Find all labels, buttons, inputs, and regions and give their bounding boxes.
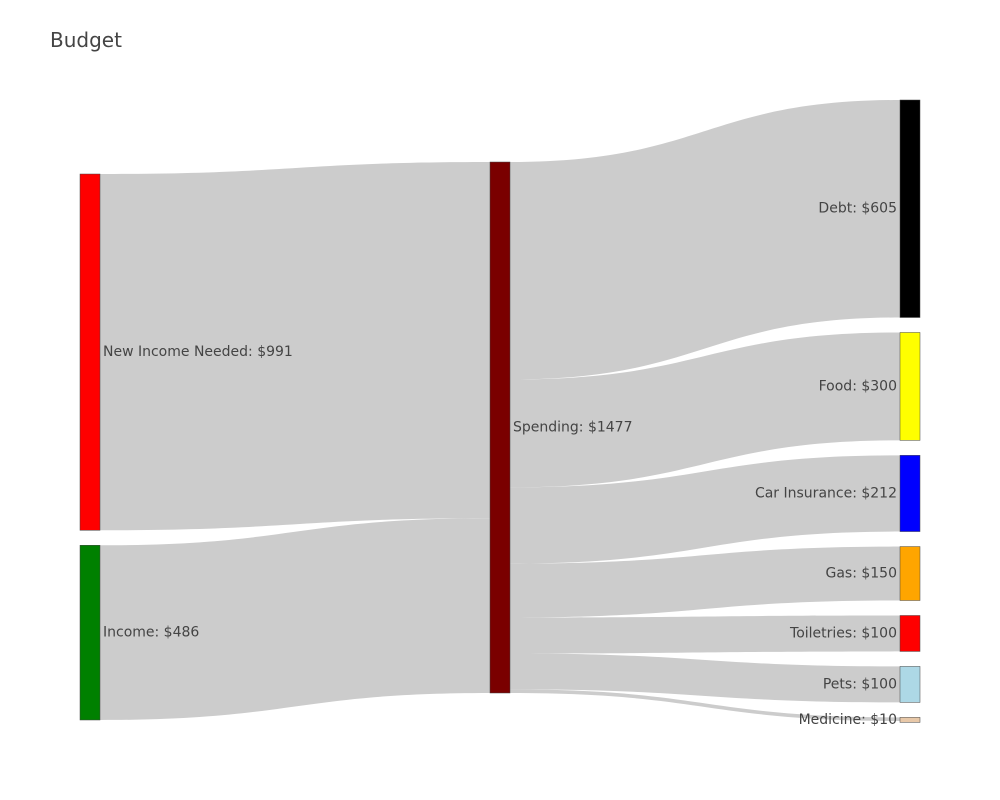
sankey-label-pets: Pets: $100 [823, 676, 897, 692]
sankey-link-spending-to-medicine[interactable] [510, 689, 900, 721]
sankey-label-food: Food: $300 [819, 378, 897, 394]
sankey-link-spending-to-pets[interactable] [510, 653, 900, 703]
sankey-node-income[interactable] [79, 545, 101, 721]
sankey-label-gas: Gas: $150 [825, 566, 897, 582]
sankey-label-car_insurance: Car Insurance: $212 [755, 485, 897, 501]
sankey-node-food[interactable] [899, 332, 921, 441]
sankey-link-spending-to-car_insurance[interactable] [510, 455, 900, 564]
sankey-link-new_income-to-spending[interactable] [100, 162, 490, 531]
sankey-node-new_income[interactable] [79, 173, 101, 531]
sankey-label-new_income: New Income Needed: $991 [103, 344, 293, 360]
sankey-label-toiletries: Toiletries: $100 [789, 625, 897, 641]
chart-title: Budget [50, 28, 122, 52]
sankey-link-spending-to-gas[interactable] [510, 546, 900, 618]
sankey-label-income: Income: $486 [103, 625, 199, 641]
sankey-link-spending-to-food[interactable] [510, 332, 900, 488]
sankey-link-income-to-spending[interactable] [100, 518, 490, 720]
sankey-node-gas[interactable] [899, 546, 921, 601]
sankey-label-medicine: Medicine: $10 [799, 712, 897, 728]
sankey-node-medicine[interactable] [899, 717, 921, 723]
sankey-node-spending[interactable] [489, 161, 511, 694]
sankey-link-spending-to-debt[interactable] [510, 100, 900, 380]
sankey-label-spending: Spending: $1477 [513, 420, 633, 436]
sankey-links [100, 100, 900, 721]
sankey-node-pets[interactable] [899, 666, 921, 703]
sankey-label-debt: Debt: $605 [818, 201, 897, 217]
sankey-node-car_insurance[interactable] [899, 455, 921, 532]
sankey-link-spending-to-toiletries[interactable] [510, 615, 900, 654]
sankey-labels: New Income Needed: $991 Income: $486 Spend… [103, 201, 897, 728]
sankey-node-debt[interactable] [899, 99, 921, 318]
sankey-node-toiletries[interactable] [899, 615, 921, 652]
sankey-nodes [79, 99, 921, 723]
